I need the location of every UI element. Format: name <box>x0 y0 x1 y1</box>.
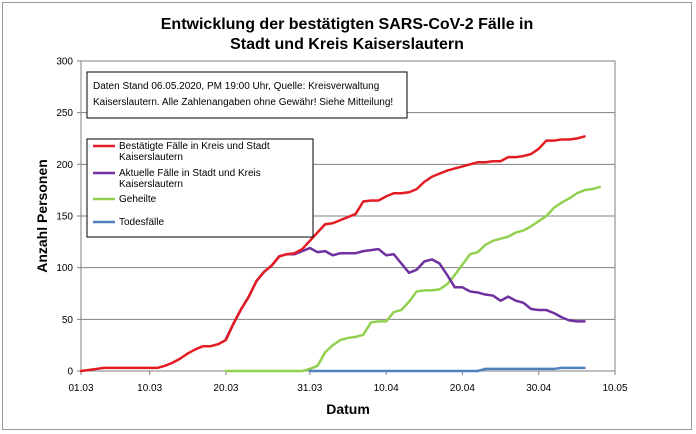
legend-label-1: Aktuelle Fälle in Stadt und Kreis <box>119 168 261 179</box>
legend-label-0: Bestätigte Fälle in Kreis und Stadt <box>119 141 270 152</box>
chart-title-line-1: Entwicklung der bestätigten SARS-CoV-2 F… <box>161 16 534 33</box>
x-axis: 01.03 10.03 20.03 31.03 10.04 20.04 30.04 10.05 <box>68 371 628 394</box>
legend: Bestätigte Fälle in Kreis und StadtKaise… <box>86 138 314 238</box>
y-axis-title: Anzahl Personen <box>34 159 50 273</box>
x-tick-label: 31.03 <box>297 383 322 394</box>
y-tick-label: 100 <box>56 263 73 274</box>
series-line-2 <box>224 185 601 373</box>
data-note-line-1: Daten Stand 06.05.2020, PM 19:00 Uhr, Qu… <box>93 81 379 92</box>
legend-label-1: Kaiserslautern <box>119 179 183 190</box>
x-tick-label: 30.04 <box>526 383 551 394</box>
y-tick-label: 200 <box>56 160 73 171</box>
y-tick-label: 0 <box>67 367 73 378</box>
y-tick-label: 300 <box>56 57 73 68</box>
y-tick-label: 50 <box>62 315 74 326</box>
x-tick-label: 01.03 <box>68 383 93 394</box>
chart-title-line-2: Stadt und Kreis Kaiserslautern <box>230 36 464 53</box>
x-tick-label: 10.04 <box>374 383 399 394</box>
y-axis: 0 50 100 150 200 250 300 <box>56 57 81 378</box>
series-line-0 <box>79 135 586 373</box>
data-note-box: Daten Stand 06.05.2020, PM 19:00 Uhr, Qu… <box>86 71 408 119</box>
x-tick-label: 10.05 <box>602 383 627 394</box>
x-tick-label: 20.03 <box>213 383 238 394</box>
series-lines <box>79 135 601 373</box>
series-line-1 <box>224 246 586 341</box>
y-tick-label: 150 <box>56 212 73 223</box>
y-tick-label: 250 <box>56 108 73 119</box>
x-tick-label: 20.04 <box>450 383 475 394</box>
x-tick-label: 10.03 <box>137 383 162 394</box>
x-axis-title: Datum <box>326 401 370 417</box>
line-chart: Entwicklung der bestätigten SARS-CoV-2 F… <box>34 16 628 417</box>
chart-frame: Entwicklung der bestätigten SARS-CoV-2 F… <box>2 2 692 430</box>
legend-label-2: Geheilte <box>119 194 157 205</box>
series-line-3 <box>308 366 586 373</box>
legend-label-3: Todesfälle <box>119 217 164 228</box>
data-note-line-2: Kaiserslautern. Alle Zahlenangaben ohne … <box>93 97 393 108</box>
legend-label-0: Kaiserslautern <box>119 152 183 163</box>
